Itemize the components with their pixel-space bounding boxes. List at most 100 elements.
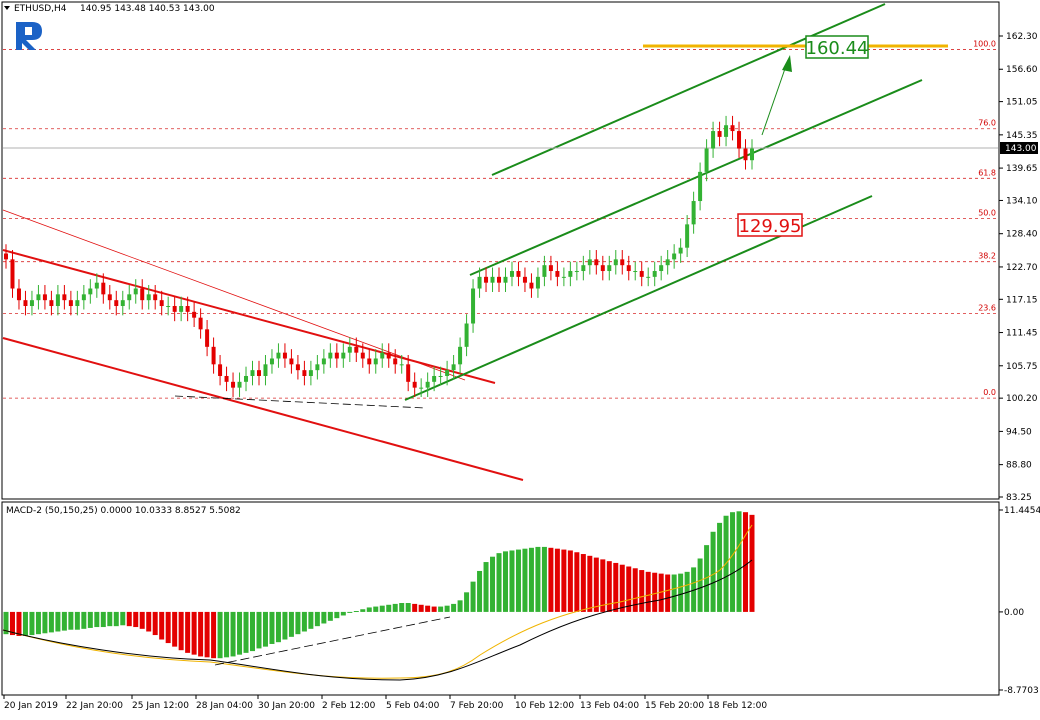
candle-body [568,271,573,277]
macd-bar [360,609,366,612]
macd-bar [438,606,444,612]
candle-body [581,265,586,272]
price-tick-label: 94.50 [1006,427,1032,437]
macd-bar [600,559,606,612]
macd-panel-frame [1,501,1000,696]
red-channel-lower[interactable] [2,337,524,481]
macd-bar [178,611,184,651]
candle-body [127,294,132,301]
candle-body [367,358,372,365]
candle-body [548,265,553,272]
fib-level-label: 50.0 [978,209,996,218]
macd-axis[interactable]: 11.4454 0.00 -8.7703 [999,506,1040,696]
macd-bar [120,611,126,626]
candle-body [542,265,547,277]
target-arrow-line [761,59,789,136]
candle-body [250,370,255,376]
time-tick-label: 22 Jan 20:00 [66,701,123,711]
macd-bar [665,574,671,612]
time-tick-label: 18 Feb 12:00 [708,701,767,711]
price-axis[interactable]: 162.30 156.60 151.05 145.35 139.65 134.10 128.… [999,32,1038,503]
candle-body [613,259,618,266]
macd-bar [548,547,554,612]
price-tick-label: 134.10 [1006,196,1038,206]
time-axis[interactable]: 20 Jan 2019 22 Jan 20:00 25 Jan 12:00 28 Ja… [3,695,767,711]
macd-bar [730,512,736,612]
macd-bar [113,611,119,627]
green-channel-upper[interactable] [491,3,886,176]
candle-body [166,306,171,308]
green-channel-middle[interactable] [469,79,923,276]
candle-body [263,364,268,376]
macd-bar [386,604,392,612]
candle-body [179,306,184,312]
macd-bar [94,611,100,628]
candle-body [360,352,365,359]
price-tick-label: 128.40 [1006,230,1038,240]
macd-bar [61,611,67,631]
macd-bar [502,551,508,612]
macd-bar [217,611,223,659]
macd-bar [334,611,340,619]
candle-body [101,282,106,295]
macd-bar [749,514,755,612]
price-tick-label: 151.05 [1006,98,1038,108]
price-tick-label: 139.65 [1006,164,1038,174]
candle-body [574,271,579,273]
candle-body [665,259,670,266]
red-trendline-thin[interactable] [2,209,466,381]
candle-body [16,288,21,301]
candle-body [120,300,125,307]
candle-body [587,259,592,266]
candle-body [10,259,15,289]
candle-body [289,358,294,365]
candle-body [192,311,197,318]
time-tick-label: 30 Jan 20:00 [258,701,315,711]
candle-body [276,352,281,359]
macd-bar [282,611,288,640]
macd-tick-label: 0.00 [1004,608,1024,618]
candlestick-series [4,115,754,397]
macd-bar [392,603,398,612]
macd-bar [496,553,502,612]
macd-bar [606,561,612,612]
macd-bar [743,512,749,612]
candle-body [159,300,164,307]
candle-body [68,300,73,307]
target-box-red [737,213,803,237]
macd-bar [574,552,580,612]
current-price-value: 143.00 [1005,144,1037,154]
trend-channels[interactable] [2,3,948,481]
price-tick-label: 100.20 [1006,394,1038,404]
macd-bar [211,611,217,659]
time-tick-label: 20 Jan 2019 [4,701,58,711]
candle-body [698,171,703,202]
candle-body [308,370,313,376]
macd-bar [185,611,191,653]
header-dropdown-icon[interactable] [4,6,10,10]
candle-body [218,364,223,376]
red-channel-upper[interactable] [2,249,496,384]
macd-bar [126,611,132,627]
price-dashed-trendline[interactable] [174,395,426,409]
macd-bar [159,611,165,640]
macd-bar [22,611,28,636]
macd-bar [399,603,405,612]
macd-bar [528,547,534,612]
macd-bar [3,611,9,635]
candle-body [516,271,521,277]
macd-bar [652,572,658,612]
macd-dashed-trendline[interactable] [214,616,451,666]
macd-bar [444,605,450,612]
candle-body [282,352,287,359]
candle-body [406,364,411,382]
candle-body [62,294,67,301]
macd-histogram [3,511,755,659]
candle-body [256,370,261,376]
macd-bar [262,611,268,647]
macd-bar [288,611,294,637]
macd-bar [100,611,106,628]
candle-body [646,276,651,278]
macd-bar [522,548,528,612]
